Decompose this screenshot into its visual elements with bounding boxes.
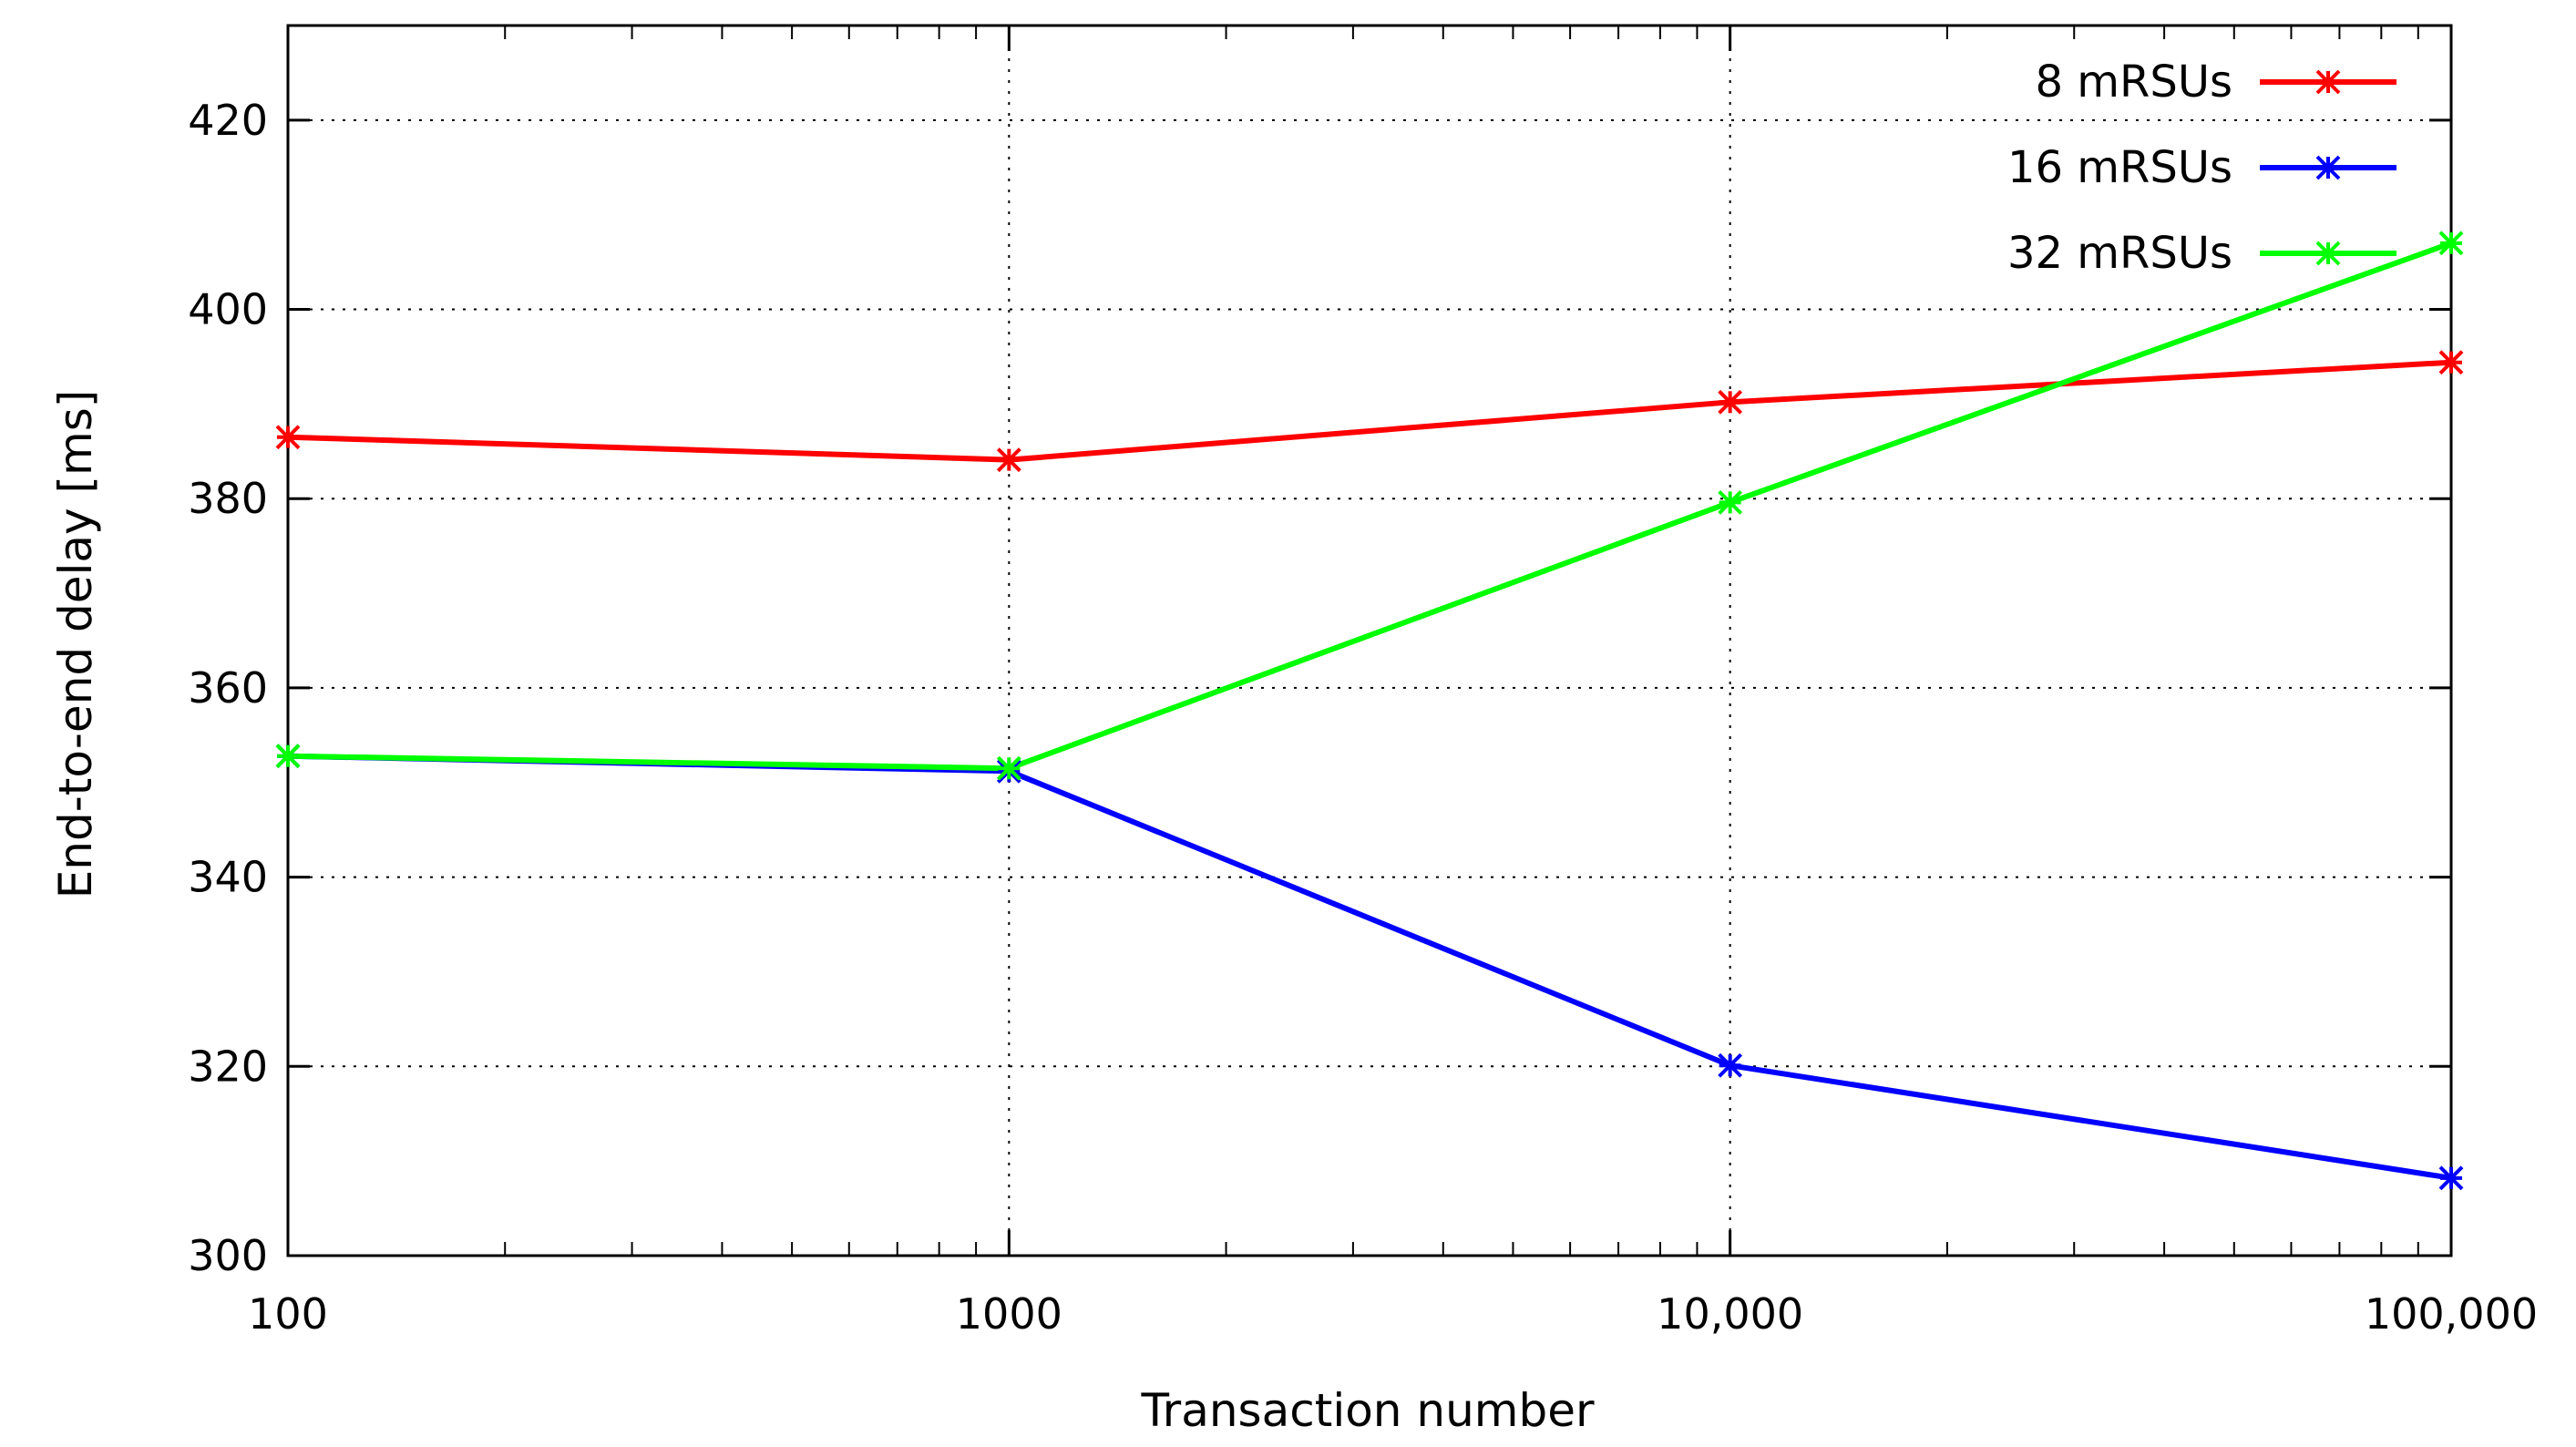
y-tick-label: 400 xyxy=(188,285,268,334)
data-point xyxy=(275,425,301,450)
grid xyxy=(288,26,2451,1256)
plot-border xyxy=(286,24,2453,1257)
series-line-2 xyxy=(287,753,2452,1181)
y-tick-label: 300 xyxy=(188,1231,268,1280)
data-point xyxy=(2438,231,2464,256)
legend-marker xyxy=(2315,241,2341,266)
y-tick-label: 360 xyxy=(188,663,268,713)
legend-marker xyxy=(2315,69,2341,95)
data-point xyxy=(2438,1165,2464,1191)
y-tick-label: 340 xyxy=(188,853,268,902)
x-tick-label: 1000 xyxy=(956,1289,1062,1339)
data-point xyxy=(2438,350,2464,375)
data-point xyxy=(1718,389,1743,415)
data-point xyxy=(996,447,1021,473)
x-tick-label: 100 xyxy=(248,1289,328,1339)
legend-item: 8 mRSUs xyxy=(2035,56,2396,108)
data-point xyxy=(275,744,301,769)
legend-item: 32 mRSUs xyxy=(2007,228,2396,279)
data-points xyxy=(275,231,2464,1191)
legend-marker xyxy=(2315,155,2341,180)
x-tick-label: 100,000 xyxy=(2365,1289,2538,1339)
legend-item: 16 mRSUs xyxy=(2007,142,2396,193)
y-axis-title: End-to-end delay [ms] xyxy=(49,390,102,899)
data-point xyxy=(996,755,1021,781)
data-point xyxy=(1718,1052,1743,1078)
legend-label: 32 mRSUs xyxy=(2007,228,2232,279)
legend-label: 16 mRSUs xyxy=(2007,142,2232,193)
y-tick-label: 320 xyxy=(188,1042,268,1091)
y-tick-label: 380 xyxy=(188,474,268,523)
legend-label: 8 mRSUs xyxy=(2035,56,2232,108)
data-point xyxy=(1718,489,1743,515)
x-axis-title: Transaction number xyxy=(1140,1384,1595,1437)
y-tick-label: 420 xyxy=(188,96,268,145)
series-lines xyxy=(287,241,2453,1181)
legend: 8 mRSUs 16 mRSUs 32 mRSUs xyxy=(2007,56,2396,279)
series-line-1 xyxy=(287,359,2452,463)
axes: 300 320 340 360 380 400 420 100 1000 10,000 100,00… xyxy=(188,24,2538,1339)
x-tick-label: 10,000 xyxy=(1657,1289,1803,1339)
series-line-3 xyxy=(287,241,2453,772)
